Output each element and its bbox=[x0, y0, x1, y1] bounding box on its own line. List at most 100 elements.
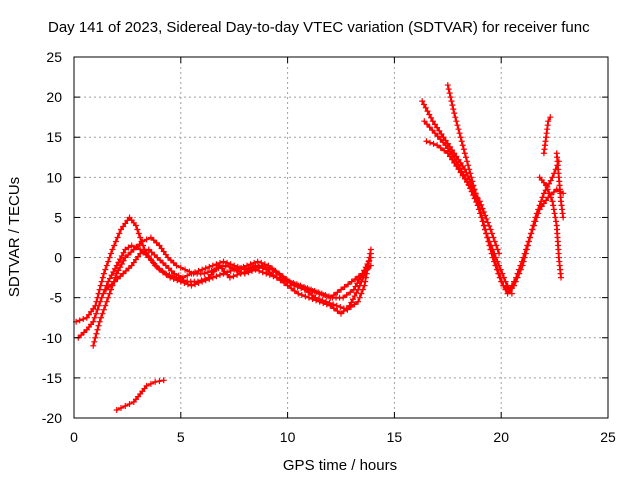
data-point bbox=[480, 218, 487, 225]
data-point bbox=[164, 254, 171, 261]
data-point bbox=[156, 242, 163, 249]
data-point bbox=[111, 278, 118, 285]
series-layer bbox=[73, 82, 567, 413]
data-point bbox=[478, 214, 485, 221]
data-point bbox=[170, 259, 177, 266]
data-point bbox=[455, 166, 462, 173]
data-point bbox=[288, 285, 295, 292]
x-tick-label: 25 bbox=[600, 429, 616, 445]
data-point bbox=[99, 310, 106, 317]
ticks: 0 5 10 15 20 25 -20 -15 -10 -5 0 5 10 15 20 25 bbox=[42, 49, 616, 445]
data-point bbox=[478, 201, 485, 208]
data-point bbox=[334, 308, 341, 315]
data-point bbox=[545, 118, 552, 125]
data-point bbox=[93, 310, 100, 317]
data-point bbox=[494, 258, 501, 265]
data-point bbox=[458, 138, 465, 145]
data-point bbox=[92, 334, 99, 341]
data-point bbox=[496, 250, 503, 257]
chart-title: Day 141 of 2023, Sidereal Day-to-day VTE… bbox=[48, 19, 590, 36]
data-point bbox=[421, 118, 428, 125]
data-point bbox=[550, 189, 557, 196]
data-point bbox=[535, 210, 542, 217]
data-point bbox=[526, 234, 533, 241]
data-point bbox=[476, 198, 483, 205]
data-point bbox=[177, 278, 184, 285]
y-tick-label: 15 bbox=[46, 129, 62, 145]
data-point bbox=[234, 271, 241, 278]
data-point bbox=[167, 257, 174, 264]
data-point bbox=[353, 289, 360, 296]
data-point bbox=[313, 289, 320, 296]
data-point bbox=[552, 214, 559, 221]
data-point bbox=[466, 166, 473, 173]
data-point bbox=[479, 205, 486, 212]
data-point bbox=[182, 266, 189, 273]
data-point bbox=[113, 270, 120, 277]
data-point bbox=[538, 203, 545, 210]
data-point bbox=[484, 234, 491, 241]
data-point bbox=[464, 158, 471, 165]
data-point bbox=[308, 291, 315, 298]
data-point bbox=[268, 265, 275, 272]
data-point bbox=[334, 289, 341, 296]
y-tick-label: 5 bbox=[54, 209, 62, 225]
data-point bbox=[220, 270, 227, 277]
y-tick-label: 20 bbox=[46, 89, 62, 105]
data-point bbox=[444, 150, 451, 157]
data-point bbox=[94, 326, 101, 333]
data-point bbox=[115, 267, 122, 274]
data-point bbox=[450, 106, 457, 113]
data-point bbox=[316, 290, 323, 297]
data-point bbox=[351, 293, 358, 300]
data-point bbox=[105, 294, 112, 301]
data-point bbox=[204, 269, 211, 276]
data-point bbox=[426, 111, 433, 118]
data-point bbox=[167, 274, 174, 281]
data-point bbox=[122, 220, 129, 227]
data-point bbox=[340, 294, 347, 301]
data-point bbox=[117, 226, 124, 233]
data-point bbox=[184, 272, 191, 279]
data-point bbox=[90, 342, 97, 349]
data-point bbox=[488, 230, 495, 237]
data-point bbox=[327, 294, 334, 301]
data-point bbox=[502, 278, 509, 285]
data-point bbox=[459, 142, 466, 149]
data-point bbox=[521, 250, 528, 257]
data-point bbox=[550, 206, 557, 213]
data-point bbox=[137, 250, 144, 257]
data-point bbox=[76, 317, 83, 324]
data-point bbox=[163, 271, 170, 278]
data-point bbox=[142, 251, 149, 258]
data-point bbox=[491, 238, 498, 245]
data-point bbox=[514, 270, 521, 277]
data-point bbox=[524, 242, 531, 249]
data-point bbox=[434, 124, 441, 131]
data-point bbox=[341, 283, 348, 290]
data-point bbox=[348, 299, 355, 306]
data-point bbox=[273, 274, 280, 281]
data-point bbox=[330, 291, 337, 298]
data-point bbox=[547, 177, 554, 184]
data-point bbox=[136, 241, 143, 248]
data-point bbox=[227, 261, 234, 268]
data-point bbox=[132, 222, 139, 229]
data-point bbox=[261, 261, 268, 268]
data-point bbox=[153, 263, 160, 270]
series-track-j bbox=[536, 174, 565, 281]
data-point bbox=[113, 262, 120, 269]
data-point bbox=[461, 175, 468, 182]
data-point bbox=[195, 279, 202, 286]
data-point bbox=[422, 104, 429, 111]
data-point bbox=[362, 267, 369, 274]
data-point bbox=[113, 406, 120, 413]
data-point bbox=[309, 296, 316, 303]
data-point bbox=[462, 154, 469, 161]
data-point bbox=[518, 258, 525, 265]
data-point bbox=[434, 142, 441, 149]
data-point bbox=[126, 400, 133, 407]
data-point bbox=[419, 98, 426, 105]
data-point bbox=[345, 281, 352, 288]
